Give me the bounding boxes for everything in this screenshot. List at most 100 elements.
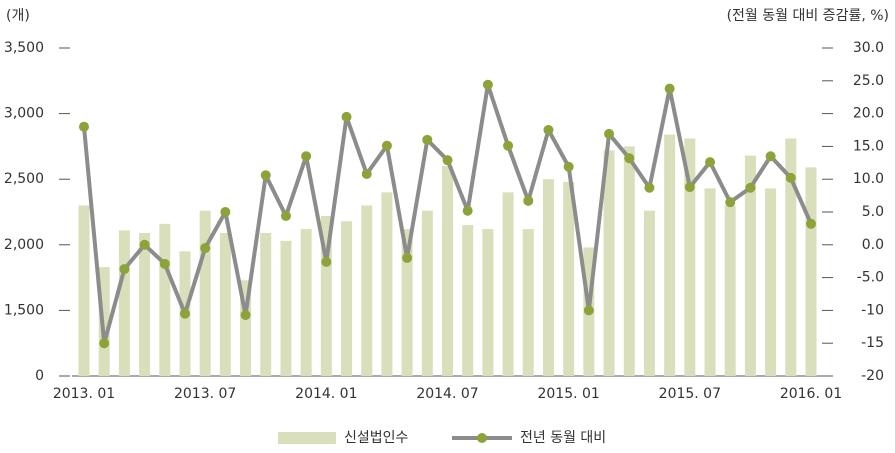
y2-tick-label: 15.0 [853, 138, 884, 154]
y2-tick-label: -15 [861, 335, 884, 351]
marker [462, 205, 473, 216]
bar [744, 155, 756, 376]
bar [361, 205, 373, 376]
marker [321, 256, 332, 267]
y-tick-label: 2,000 [4, 237, 44, 253]
y-tick-label: 3,000 [4, 106, 44, 122]
y2-axis-title: (전월 동월 대비 증감률, %) [727, 8, 889, 24]
x-tick-label: 2014. 07 [416, 386, 478, 402]
marker [543, 125, 554, 135]
marker [806, 218, 816, 229]
marker [240, 309, 251, 320]
marker [159, 258, 170, 269]
bar [199, 210, 211, 376]
bar [442, 166, 453, 376]
y-tick-label: 0 [35, 368, 44, 384]
marker [99, 338, 110, 349]
y-tick-label: 2,500 [4, 171, 44, 187]
marker [563, 161, 574, 172]
y2-tick-label: 10.0 [853, 171, 884, 187]
bar [139, 232, 151, 376]
marker [301, 151, 312, 162]
y2-tick-label: -5.0 [857, 270, 884, 286]
bar [320, 215, 332, 376]
bar [260, 232, 272, 376]
bar [563, 181, 575, 376]
bar [78, 205, 90, 376]
bar [98, 267, 110, 376]
marker [664, 83, 675, 94]
bar [643, 210, 655, 376]
x-tick-label: 2015. 07 [659, 386, 721, 402]
marker [260, 170, 271, 181]
x-tick-label: 2014. 01 [295, 386, 357, 402]
x-tick-label: 2013. 01 [53, 386, 115, 402]
bar [421, 210, 433, 376]
marker [422, 134, 433, 145]
y2-tick-label: 5.0 [862, 204, 884, 220]
marker [785, 172, 796, 183]
y2-tick-label: 25.0 [853, 73, 884, 89]
bar [462, 225, 474, 376]
marker [482, 79, 493, 90]
marker [280, 210, 291, 221]
y2-tick-label: -20 [861, 368, 884, 384]
x-tick-label: 2016. 01 [780, 386, 842, 402]
y2-tick-label: -10 [861, 302, 884, 318]
marker [402, 252, 413, 263]
y2-tick-label: 20.0 [853, 106, 884, 122]
marker [503, 140, 514, 151]
marker [684, 182, 695, 193]
marker [624, 153, 635, 164]
marker [139, 239, 150, 250]
bar [280, 240, 292, 376]
bar [240, 280, 252, 376]
marker [179, 308, 190, 319]
marker [705, 157, 716, 168]
bar [704, 188, 716, 376]
bar [381, 192, 393, 376]
x-tick-label: 2015. 01 [537, 386, 599, 402]
bar [684, 138, 696, 376]
bar [219, 232, 231, 376]
legend-swatch [278, 432, 336, 444]
bar [603, 150, 615, 376]
bar [341, 221, 353, 376]
bar [664, 134, 676, 376]
x-tick-label: 2013. 07 [174, 386, 236, 402]
y2-tick-label: 0.0 [862, 237, 884, 253]
legend-label: 전년 동월 대비 [520, 430, 606, 446]
marker [381, 140, 392, 151]
marker [604, 128, 615, 139]
bar [300, 229, 312, 376]
marker [442, 155, 453, 166]
marker [119, 264, 130, 275]
bar [542, 179, 554, 376]
bar [805, 167, 817, 376]
legend-swatch [477, 433, 487, 443]
bar [765, 188, 777, 376]
marker [725, 197, 736, 208]
bar [118, 230, 130, 376]
marker [361, 168, 372, 179]
bar [502, 192, 514, 376]
y-tick-label: 3,500 [4, 40, 44, 56]
legend-label: 신설법인수 [344, 430, 409, 446]
marker [79, 121, 89, 132]
marker [644, 182, 655, 193]
marker [220, 207, 231, 217]
marker [745, 182, 756, 193]
marker [523, 195, 534, 206]
bar [623, 146, 635, 376]
bar [482, 229, 494, 376]
bar [522, 229, 534, 376]
y2-tick-label: 30.0 [853, 40, 884, 56]
bar [401, 229, 413, 376]
marker [765, 151, 776, 162]
bar [724, 205, 736, 376]
bar [159, 223, 171, 376]
bar [785, 138, 797, 376]
marker [200, 243, 211, 254]
marker [583, 305, 594, 316]
